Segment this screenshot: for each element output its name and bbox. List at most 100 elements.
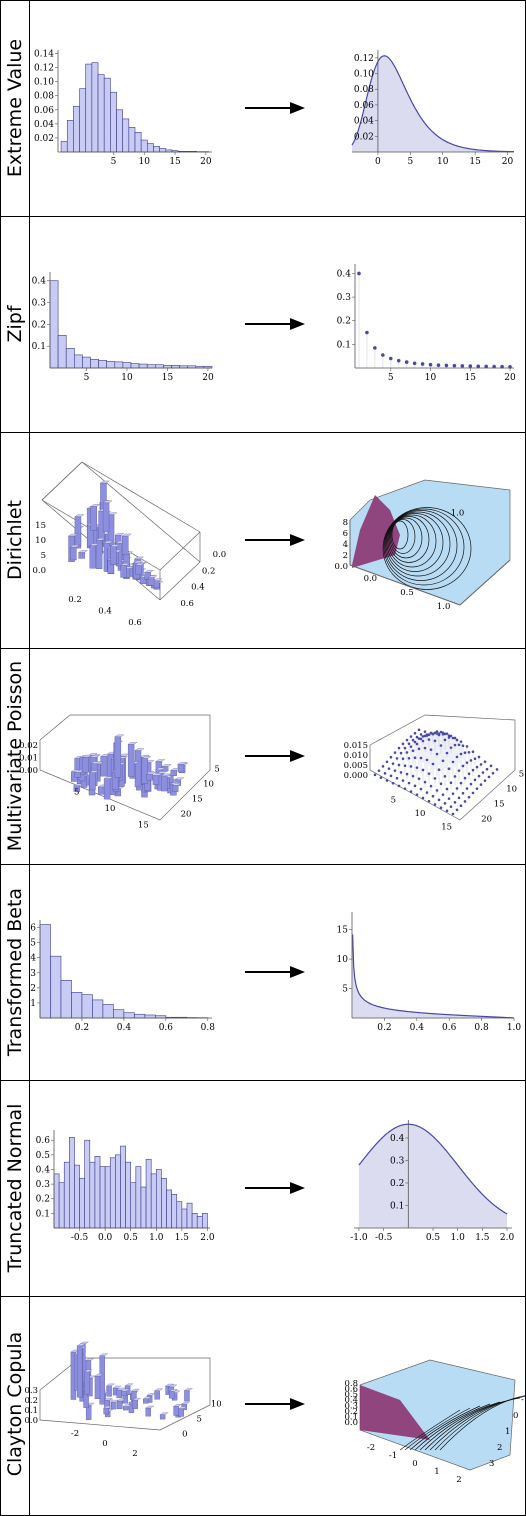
y-tick-label: 10 [506,785,517,795]
pmf-point [423,730,427,733]
pmf-point [413,756,417,759]
x-tick-label: 10 [425,373,437,383]
histogram-bar [140,139,148,153]
x-tick-label: 0.5 [426,1233,441,1243]
y-tick-label: 0.0 [213,550,227,560]
pmf-point [365,330,369,335]
pmf-point [449,781,453,785]
x-tick-label: 0 [412,1459,417,1469]
zipf-histogram: 5 10 15 20 0.1 0.2 0.3 0.4 [32,272,214,383]
pmf-point [452,363,457,368]
pmf-point [373,346,377,350]
pmf-point [457,743,461,747]
pmf-point [391,781,395,785]
bar-3d [89,545,96,569]
histogram-bar [153,146,160,153]
bar-3d [103,778,111,800]
x-tick-label: 10 [437,157,449,167]
y-tick-label: 0.14 [34,50,54,60]
z-tick-label: 0.2 [344,1407,358,1417]
pmf-point [405,772,409,776]
pmf-point [407,756,411,760]
histogram-bar [134,132,142,153]
pmf-point [404,360,409,364]
bar-3d-top [116,1387,126,1391]
pmf-point [405,738,409,742]
contour-line [419,1401,501,1451]
bar-3d-top [161,764,172,767]
bar-3d [154,1390,160,1400]
histogram-bar [60,141,68,153]
pmf-point [460,364,465,368]
histogram-bar [97,74,105,153]
histogram-bar [84,1139,91,1229]
histogram-bar [98,360,107,369]
contour-line [384,510,458,581]
pmf-point [495,768,499,771]
y-tick-label: 0.1 [36,1209,50,1219]
y-tick-label: 10 [337,955,349,965]
x-tick-label: -2 [71,1429,79,1439]
pmf-point [451,812,455,816]
pmf-point [459,740,463,743]
box-edge [39,714,211,821]
histogram-bar [53,1173,60,1229]
pmf-point [377,769,381,772]
z-tick-label: 0.3 [344,1401,358,1411]
histogram-bar [79,1177,85,1229]
histogram-bar [146,364,156,369]
bar-3d [117,1400,123,1410]
bar-3d-top [112,1385,122,1389]
bar-3d [94,1375,101,1399]
bar-3d [122,535,129,555]
histogram-bar [171,1194,178,1229]
pmf-point [453,736,457,740]
z-tick-label: 0.0 [24,1416,38,1426]
pmf-point [431,794,435,798]
y-tick-label: 0.10 [354,70,374,80]
pmf-point [476,364,481,369]
pmf-point [401,779,405,782]
box-edge [81,461,201,533]
y-tick-label: 0.2 [390,1179,404,1189]
box-edge [369,714,516,821]
contour-line [390,519,416,554]
bar-3d [74,772,81,778]
pmf-point [455,808,459,812]
pmf-point [373,773,377,777]
y-tick-label: 0.4 [36,1165,51,1175]
bar-3d [122,1406,129,1411]
pmf-point [471,768,475,772]
y-tick-label: 0.4 [191,583,205,593]
pmf-point [385,779,389,782]
bar-3d [146,773,153,781]
bar-3d-top [174,777,185,780]
bar-3d-top [120,563,131,566]
histogram-bar [69,1137,75,1229]
histogram-bar [102,1004,114,1019]
histogram-bar [110,91,117,153]
bar-3d-top [76,1343,86,1346]
z-tick-label: 0.3 [24,1386,38,1396]
histogram-bar [166,1189,172,1229]
pmf-point [465,761,469,764]
y-tick-label: 10 [211,1400,222,1410]
pmf-point [419,756,423,760]
pmf-point [447,767,451,770]
histogram-bar [150,1173,157,1229]
pmf-point [427,733,431,736]
x-tick-label: 0.5 [124,1233,139,1243]
arrow-head [290,102,305,114]
pmf-point [465,787,469,790]
pmf-point [489,764,493,768]
histogram-bar [147,143,154,153]
pmf-point [451,760,455,764]
pmf-point [465,745,469,748]
y-tick-label: 4 [30,954,36,964]
transformed-beta-density: 0.2 0.4 0.6 0.8 1.0 5 10 15 [337,912,521,1033]
bar-3d-top [89,755,100,758]
pmf-point [471,750,475,754]
y-tick-label: 2 [30,984,36,994]
truncated-normal-histogram: -0.5 0.0 0.5 1.0 1.5 2.0 0.1 0.2 0.3 0.4 0.5 0.6 [36,1130,215,1243]
x-tick-label: 0.4 [117,1023,132,1033]
